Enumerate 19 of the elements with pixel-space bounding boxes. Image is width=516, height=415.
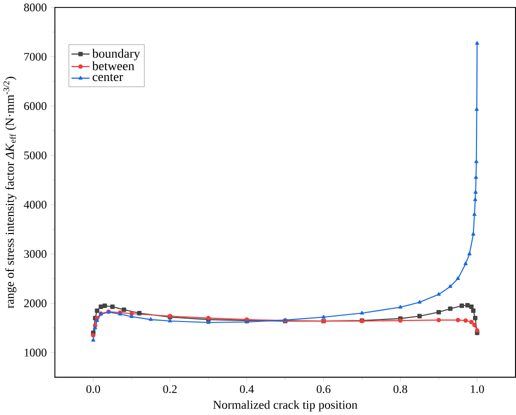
y-tick-label: 3000: [24, 250, 46, 258]
x-axis-title: Normalized crack tip position: [213, 400, 358, 412]
legend-label: boundary: [92, 48, 140, 60]
x-tick-label: 0.4: [240, 385, 254, 394]
y-tick-label: 8000: [24, 4, 46, 12]
x-tick-label: 0.8: [394, 385, 408, 394]
y-tick-label: 5000: [24, 151, 46, 160]
y-axis-title: range of stress intensity factor ΔK$_{eff}$ (N·mm$^{-3/2}$): [4, 76, 16, 308]
x-tick-label: 0.0: [86, 385, 100, 394]
y-tick-label: 1000: [24, 348, 46, 357]
x-tick-label: 1.0: [470, 385, 484, 394]
legend-label: between: [92, 61, 134, 70]
legend-label: center: [92, 74, 124, 82]
y-tick-label: 2000: [24, 299, 46, 308]
x-tick-label: 0.6: [316, 385, 330, 394]
y-tick-label: 4000: [24, 200, 46, 209]
x-tick-label: 0.2: [163, 385, 177, 394]
y-tick-label: 7000: [24, 52, 46, 61]
y-tick-label: 6000: [24, 102, 46, 110]
